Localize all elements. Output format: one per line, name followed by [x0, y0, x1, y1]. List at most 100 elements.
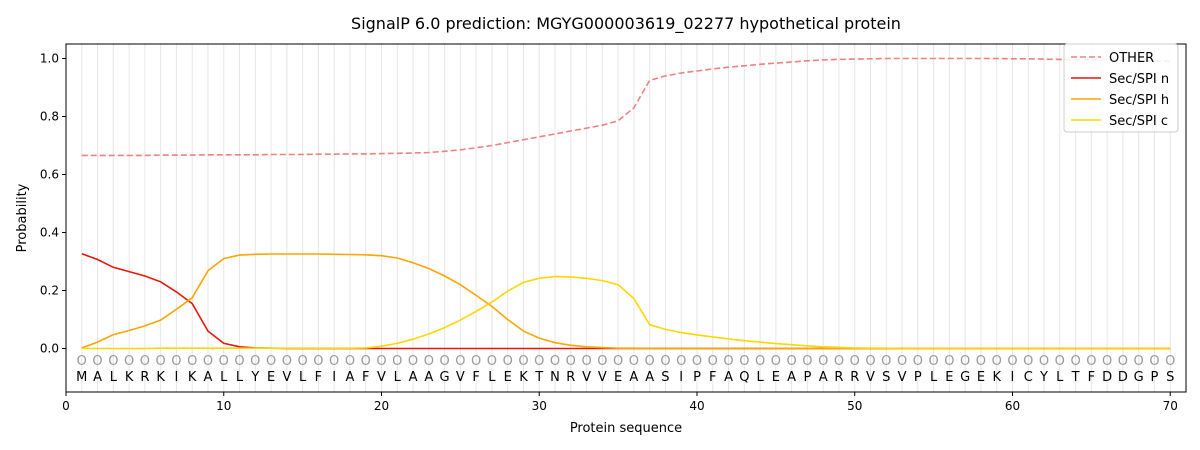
sequence-letter: I — [332, 370, 336, 385]
sequence-letter: S — [1166, 370, 1174, 385]
sequence-letter: K — [188, 370, 197, 385]
sequence-letter: S — [661, 370, 669, 385]
series-line-other — [81, 57, 1171, 157]
region-label: O — [108, 354, 118, 369]
region-label: O — [755, 354, 765, 369]
sequence-letter: L — [110, 370, 118, 385]
region-label: O — [124, 354, 134, 369]
sequence-letter: V — [282, 370, 291, 385]
region-label: O — [581, 354, 591, 369]
region-label: O — [234, 354, 244, 369]
region-label: O — [471, 354, 481, 369]
region-label: O — [613, 354, 623, 369]
region-label: O — [298, 354, 308, 369]
sequence-letter: Y — [1039, 370, 1048, 385]
y-tick-label: 0.4 — [40, 226, 59, 240]
region-label: O — [518, 354, 528, 369]
region-label: O — [1039, 354, 1049, 369]
region-label: O — [897, 354, 907, 369]
sequence-letter: G — [960, 370, 970, 385]
region-label: O — [865, 354, 875, 369]
sequence-letter: F — [362, 370, 369, 385]
sequence-letter: R — [566, 370, 575, 385]
sequence-letter: M — [76, 370, 87, 385]
sequence-letter: P — [803, 370, 811, 385]
sequence-letter: S — [882, 370, 890, 385]
sequence-letter: P — [693, 370, 701, 385]
legend-label: Sec/SPI n — [1109, 72, 1169, 87]
sequence-letter: T — [534, 370, 543, 385]
region-label: O — [77, 354, 87, 369]
y-tick-label: 0.6 — [40, 168, 59, 182]
x-axis-label: Protein sequence — [570, 421, 682, 436]
region-label: O — [818, 354, 828, 369]
region-label: O — [203, 354, 213, 369]
x-tick-label: 50 — [847, 399, 862, 413]
sequence-letter: F — [472, 370, 479, 385]
region-label: O — [676, 354, 686, 369]
y-tick-label: 0.0 — [40, 342, 59, 356]
y-tick-label: 1.0 — [40, 52, 59, 66]
region-label: O — [345, 354, 355, 369]
legend-label: Sec/SPI h — [1109, 93, 1169, 108]
sequence-letter: F — [315, 370, 322, 385]
region-label: O — [1086, 354, 1096, 369]
region-label: O — [140, 354, 150, 369]
sequence-letter: L — [488, 370, 496, 385]
region-label: O — [171, 354, 181, 369]
sequence-letter: T — [1071, 370, 1080, 385]
region-label: O — [187, 354, 197, 369]
region-label: O — [1165, 354, 1175, 369]
y-axis-ticks: 0.0 0.2 0.4 0.6 0.8 1.0 — [40, 52, 66, 356]
sequence-letter: R — [140, 370, 149, 385]
region-label: O — [439, 354, 449, 369]
sequence-letter: K — [125, 370, 134, 385]
region-label: O — [376, 354, 386, 369]
region-label: O — [408, 354, 418, 369]
sequence-letter: C — [1024, 370, 1033, 385]
sequence-letter: Q — [739, 370, 749, 385]
sequence-letter: I — [175, 370, 179, 385]
sequence-letter: K — [156, 370, 165, 385]
sequence-letter: I — [679, 370, 683, 385]
region-label: O — [92, 354, 102, 369]
region-label: O — [944, 354, 954, 369]
sequence-letter: E — [977, 370, 985, 385]
sequence-letter: G — [440, 370, 450, 385]
sequence-letter: F — [1088, 370, 1095, 385]
series-line-sec-spi-n — [81, 252, 1171, 350]
region-label: O — [503, 354, 513, 369]
region-label: O — [1007, 354, 1017, 369]
sequence-letter: V — [377, 370, 386, 385]
sequence-letter: L — [299, 370, 307, 385]
region-label: O — [787, 354, 797, 369]
sequence-letter: I — [1011, 370, 1015, 385]
region-label: O — [992, 354, 1002, 369]
region-label: O — [692, 354, 702, 369]
sequence-letter: R — [850, 370, 859, 385]
sequence-letter: A — [819, 370, 828, 385]
sequence-letter: A — [724, 370, 733, 385]
region-label: O — [313, 354, 323, 369]
sequence-letter: L — [236, 370, 244, 385]
region-label: O — [1055, 354, 1065, 369]
vertical-grid — [81, 44, 1171, 392]
region-label: O — [850, 354, 860, 369]
y-tick-label: 0.8 — [40, 110, 59, 124]
sequence-letter: P — [1151, 370, 1159, 385]
sequence-letter: L — [220, 370, 228, 385]
x-tick-label: 40 — [689, 399, 704, 413]
sequence-letter: A — [409, 370, 418, 385]
sequence-letter: E — [267, 370, 275, 385]
region-label: O — [645, 354, 655, 369]
plot-frame — [65, 43, 1187, 393]
region-label: O — [219, 354, 229, 369]
sequence-letter: L — [394, 370, 402, 385]
region-label: O — [976, 354, 986, 369]
region-label: O — [250, 354, 260, 369]
region-label: O — [550, 354, 560, 369]
sequence-letter: L — [930, 370, 938, 385]
region-label: O — [1134, 354, 1144, 369]
sequence-letter: A — [424, 370, 433, 385]
